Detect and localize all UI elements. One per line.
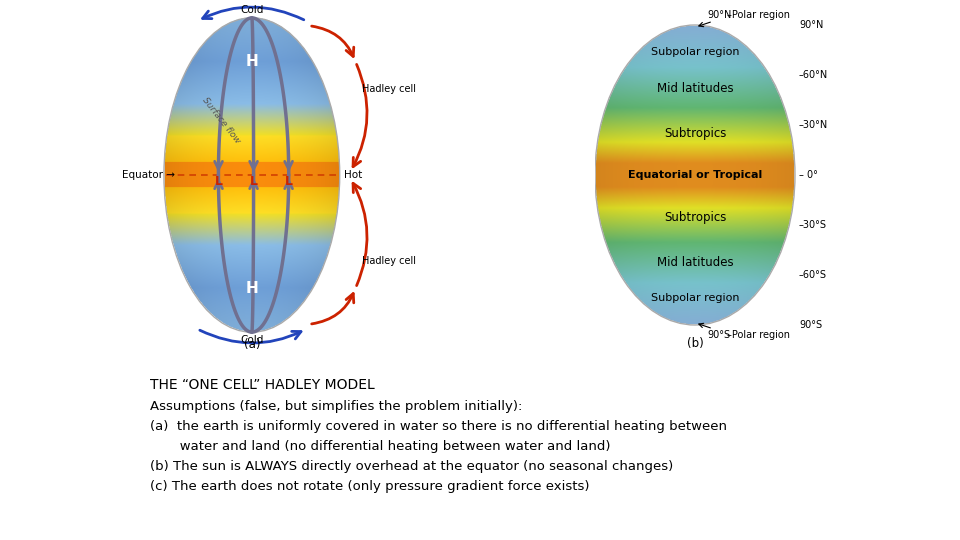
Text: L: L xyxy=(285,175,293,188)
Text: Hot: Hot xyxy=(344,170,362,180)
Text: Mid latitudes: Mid latitudes xyxy=(657,255,733,268)
Text: Subtropics: Subtropics xyxy=(663,126,726,139)
Text: –30°N: –30°N xyxy=(799,120,828,130)
Text: Hadley cell: Hadley cell xyxy=(362,84,416,93)
Text: –Polar region: –Polar region xyxy=(727,329,790,340)
Text: Equator →: Equator → xyxy=(122,170,175,180)
Text: Subtropics: Subtropics xyxy=(663,211,726,224)
Text: Subpolar region: Subpolar region xyxy=(651,293,739,303)
Text: –Polar region: –Polar region xyxy=(727,10,790,21)
Text: –60°N: –60°N xyxy=(799,70,828,80)
Text: Mid latitudes: Mid latitudes xyxy=(657,82,733,94)
Text: – 0°: – 0° xyxy=(799,170,818,180)
Text: (c) The earth does not rotate (only pressure gradient force exists): (c) The earth does not rotate (only pres… xyxy=(150,480,589,493)
Text: (b): (b) xyxy=(686,337,704,350)
Text: Cold: Cold xyxy=(240,335,263,345)
Text: Hadley cell: Hadley cell xyxy=(362,256,416,266)
Text: Assumptions (false, but simplifies the problem initially):: Assumptions (false, but simplifies the p… xyxy=(150,400,522,413)
Text: L: L xyxy=(250,175,257,188)
Text: (b) The sun is ALWAYS directly overhead at the equator (no seasonal changes): (b) The sun is ALWAYS directly overhead … xyxy=(150,460,673,473)
Text: Subpolar region: Subpolar region xyxy=(651,47,739,57)
Text: 90°S: 90°S xyxy=(707,329,731,340)
Text: (a): (a) xyxy=(244,339,260,352)
Text: 90°S: 90°S xyxy=(799,320,822,330)
Text: water and land (no differential heating between water and land): water and land (no differential heating … xyxy=(150,440,611,453)
Text: H: H xyxy=(246,281,258,295)
Text: (a)  the earth is uniformly covered in water so there is no differential heating: (a) the earth is uniformly covered in wa… xyxy=(150,420,727,433)
Text: H: H xyxy=(246,55,258,69)
Text: THE “ONE CELL” HADLEY MODEL: THE “ONE CELL” HADLEY MODEL xyxy=(150,378,374,392)
Text: Equatorial or Tropical: Equatorial or Tropical xyxy=(628,170,762,180)
Text: L: L xyxy=(214,175,223,188)
Text: –60°S: –60°S xyxy=(799,270,827,280)
Text: Surface flow: Surface flow xyxy=(201,95,242,145)
Text: 90°N: 90°N xyxy=(799,20,824,30)
Text: Cold: Cold xyxy=(240,5,263,15)
Text: 90°N: 90°N xyxy=(707,10,732,21)
Text: –30°S: –30°S xyxy=(799,220,827,230)
